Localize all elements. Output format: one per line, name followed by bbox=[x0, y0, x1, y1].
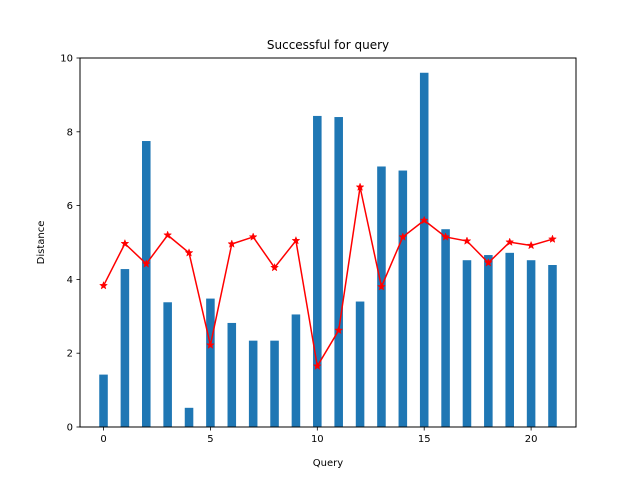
bar bbox=[441, 229, 450, 427]
y-axis-label: Distance bbox=[36, 221, 47, 265]
y-tick-label: 4 bbox=[67, 275, 73, 286]
line-point-star-marker bbox=[141, 259, 151, 268]
bar bbox=[355, 301, 365, 427]
bar bbox=[548, 265, 557, 427]
series-line bbox=[102, 186, 553, 369]
axes-frame bbox=[79, 57, 577, 428]
bar bbox=[270, 340, 279, 427]
line-point-star-marker bbox=[398, 232, 408, 241]
line-point-star-marker bbox=[99, 280, 108, 290]
bar bbox=[99, 374, 108, 427]
line-point-star-marker bbox=[376, 282, 386, 291]
line-point-star-marker bbox=[462, 236, 472, 245]
x-tick-label: 5 bbox=[207, 434, 213, 445]
x-tick-label: 0 bbox=[100, 434, 106, 445]
y-tick-label: 2 bbox=[67, 349, 73, 360]
line-point-star-marker bbox=[355, 182, 365, 191]
line-point-star-marker bbox=[548, 234, 557, 243]
line-point-star-marker bbox=[163, 230, 173, 239]
bar bbox=[206, 298, 215, 427]
line-point-star-marker bbox=[227, 239, 237, 248]
line-point-star-marker bbox=[441, 232, 451, 241]
ticks: 0 5 10 15 20 0 2 4 6 8 10 bbox=[60, 54, 537, 446]
line-point-star-marker bbox=[526, 240, 536, 250]
bar bbox=[505, 252, 514, 427]
line-point-star-marker bbox=[334, 325, 344, 335]
bar bbox=[313, 115, 322, 428]
line-point-star-marker bbox=[205, 340, 215, 349]
line-point-star-marker bbox=[419, 215, 429, 225]
bar bbox=[291, 314, 301, 427]
bar bbox=[398, 170, 408, 428]
line-point-star-marker bbox=[312, 361, 322, 370]
line-point-star-marker bbox=[120, 238, 130, 248]
y-tick-label: 10 bbox=[60, 54, 73, 65]
plot-area bbox=[99, 72, 557, 428]
y-tick-label: 0 bbox=[67, 423, 73, 434]
line-point-star-marker bbox=[270, 262, 280, 272]
bar bbox=[120, 269, 130, 427]
line-point-star-marker bbox=[291, 235, 301, 245]
line-point-star-marker bbox=[483, 258, 493, 267]
line-point-star-marker bbox=[505, 237, 515, 246]
y-tick-label: 8 bbox=[67, 127, 73, 138]
x-tick-label: 15 bbox=[418, 434, 431, 445]
bar bbox=[526, 260, 536, 427]
bar bbox=[184, 407, 194, 427]
chart-title: Successful for query bbox=[267, 38, 389, 52]
x-tick-label: 20 bbox=[525, 434, 538, 445]
x-axis-label: Query bbox=[313, 458, 343, 469]
bar bbox=[142, 141, 151, 427]
x-tick-label: 10 bbox=[311, 434, 324, 445]
bar bbox=[377, 166, 386, 427]
bar bbox=[248, 340, 258, 427]
bar bbox=[462, 260, 472, 427]
y-tick-label: 6 bbox=[67, 201, 73, 212]
bar bbox=[334, 117, 343, 427]
bar bbox=[484, 255, 493, 427]
bar bbox=[419, 72, 429, 427]
line-point-star-marker bbox=[248, 232, 258, 241]
line-point-star-marker bbox=[184, 248, 194, 257]
bar bbox=[163, 302, 172, 427]
bar bbox=[227, 322, 237, 427]
